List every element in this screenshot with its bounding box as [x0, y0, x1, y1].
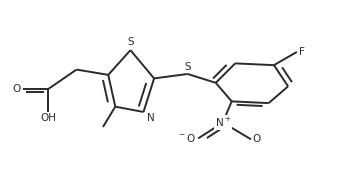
Text: OH: OH: [40, 113, 56, 123]
Text: N$^+$: N$^+$: [215, 116, 231, 129]
Text: $^-$O: $^-$O: [177, 132, 196, 145]
Text: S: S: [184, 62, 191, 72]
Text: N: N: [147, 113, 155, 123]
Text: F: F: [299, 47, 304, 57]
Text: O: O: [253, 134, 261, 144]
Text: S: S: [127, 38, 134, 48]
Text: O: O: [12, 84, 21, 94]
